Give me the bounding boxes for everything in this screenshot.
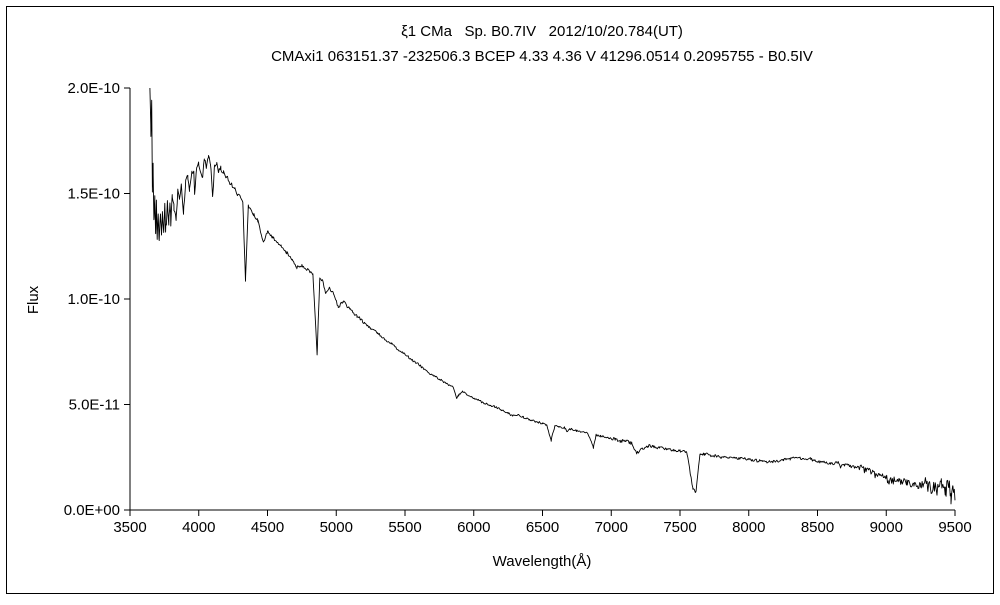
x-tick-label: 4000 (182, 519, 215, 536)
x-tick-label: 3500 (113, 519, 146, 536)
spectrum-line (149, 87, 956, 505)
y-tick-label: 1.5E-10 (67, 186, 120, 203)
outer-frame (6, 6, 994, 594)
y-axis-label: Flux (25, 285, 42, 314)
x-tick-label: 9000 (870, 519, 903, 536)
x-tick-label: 6000 (457, 519, 490, 536)
y-tick-label: 5.0E-11 (69, 397, 120, 414)
x-tick-label: 6500 (526, 519, 559, 536)
x-tick-label: 8000 (732, 519, 765, 536)
x-tick-label: 4500 (251, 519, 284, 536)
y-tick-label: 0.0E+00 (64, 502, 120, 519)
y-tick-labels: 0.0E+00 5.0E-11 1.0E-10 1.5E-10 2.0E-10 (64, 80, 120, 519)
axes (129, 88, 955, 511)
x-tick-label: 5000 (320, 519, 353, 536)
y-tick-label: 1.0E-10 (67, 291, 120, 308)
chart-subtitle: CMAxi1 063151.37 -232506.3 BCEP 4.33 4.3… (271, 48, 813, 65)
chart-title: ξ1 CMa Sp. B0.7IV 2012/10/20.784(UT) (401, 23, 683, 40)
x-tick-label: 8500 (801, 519, 834, 536)
x-tick-label: 9500 (938, 519, 971, 536)
x-tick-labels: 3500 4000 4500 5000 5500 6000 6500 7000 7500 8000… (113, 519, 971, 536)
y-tick-marks (124, 87, 130, 511)
x-tick-label: 7500 (663, 519, 696, 536)
x-tick-label: 7000 (595, 519, 628, 536)
x-tick-marks (129, 510, 956, 516)
y-tick-label: 2.0E-10 (67, 80, 120, 97)
x-tick-label: 5500 (388, 519, 421, 536)
x-axis-label: Wavelength(Å) (493, 553, 592, 570)
